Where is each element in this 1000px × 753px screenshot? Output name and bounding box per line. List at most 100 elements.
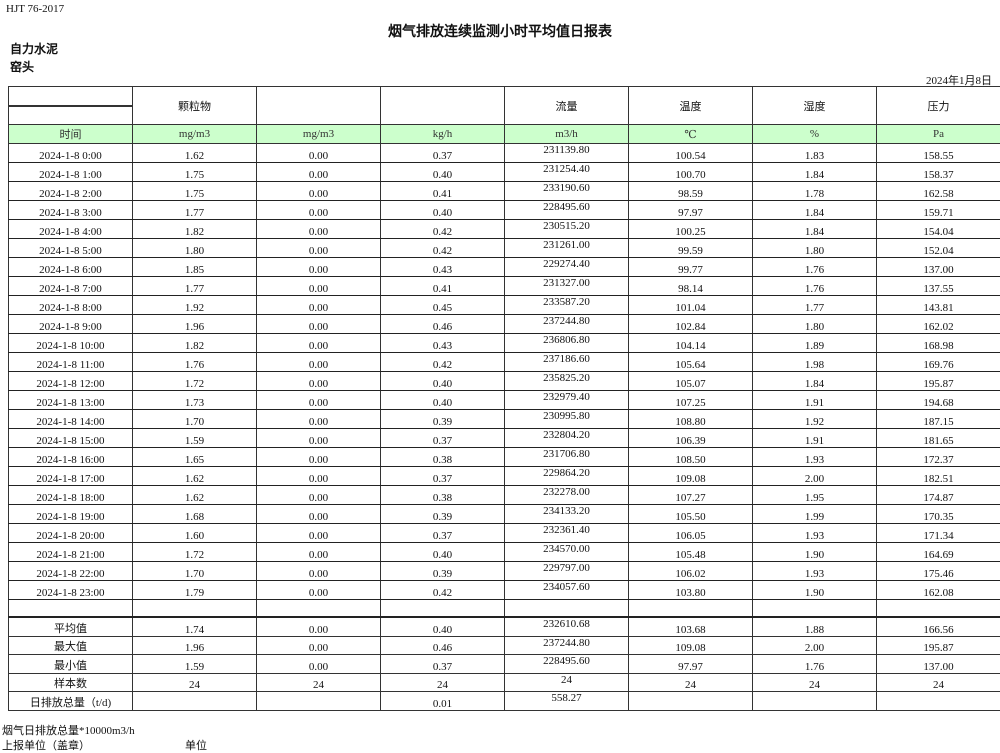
value-cell: 0.37 xyxy=(381,429,505,448)
value-cell: 228495.60 xyxy=(505,201,629,220)
value-cell: 182.51 xyxy=(877,467,1000,486)
value-cell: 1.62 xyxy=(133,467,257,486)
value-cell: 1.77 xyxy=(753,296,877,315)
value-cell: 105.64 xyxy=(629,353,753,372)
time-cell: 2024-1-8 16:00 xyxy=(9,448,133,467)
value-cell: 154.04 xyxy=(877,220,1000,239)
value-cell: 232979.40 xyxy=(505,391,629,410)
value-cell: 0.38 xyxy=(381,486,505,505)
column-header: 湿度 xyxy=(753,87,877,125)
value-cell: 108.50 xyxy=(629,448,753,467)
reporter-value: 单位 xyxy=(185,737,207,753)
value-cell: 1.80 xyxy=(753,239,877,258)
summary-value xyxy=(629,692,753,711)
empty-cell xyxy=(877,600,1000,618)
value-cell: 158.55 xyxy=(877,144,1000,163)
value-cell: 0.42 xyxy=(381,353,505,372)
value-cell: 1.62 xyxy=(133,486,257,505)
value-cell: 1.84 xyxy=(753,372,877,391)
value-cell: 0.00 xyxy=(257,486,381,505)
value-cell: 106.39 xyxy=(629,429,753,448)
value-cell: 0.40 xyxy=(381,372,505,391)
value-cell: 0.46 xyxy=(381,315,505,334)
value-cell: 0.00 xyxy=(257,372,381,391)
value-cell: 181.65 xyxy=(877,429,1000,448)
value-cell: 0.42 xyxy=(381,220,505,239)
value-cell: 0.00 xyxy=(257,562,381,581)
value-cell: 169.76 xyxy=(877,353,1000,372)
value-cell: 107.27 xyxy=(629,486,753,505)
summary-value: 1.76 xyxy=(753,655,877,674)
unit-cell: ℃ xyxy=(629,125,753,144)
value-cell: 0.00 xyxy=(257,277,381,296)
summary-value: 24 xyxy=(753,673,877,692)
value-cell: 1.90 xyxy=(753,543,877,562)
value-cell: 0.40 xyxy=(381,163,505,182)
value-cell: 1.99 xyxy=(753,505,877,524)
value-cell: 229864.20 xyxy=(505,467,629,486)
value-cell: 0.40 xyxy=(381,391,505,410)
value-cell: 175.46 xyxy=(877,562,1000,581)
value-cell: 102.84 xyxy=(629,315,753,334)
value-cell: 232361.40 xyxy=(505,524,629,543)
value-cell: 0.40 xyxy=(381,201,505,220)
blank-row xyxy=(9,600,1000,618)
summary-value: 24 xyxy=(257,673,381,692)
time-cell: 2024-1-8 9:00 xyxy=(9,315,133,334)
value-cell: 231327.00 xyxy=(505,277,629,296)
value-cell: 1.76 xyxy=(753,258,877,277)
empty-cell xyxy=(505,600,629,618)
value-cell: 231261.00 xyxy=(505,239,629,258)
column-header xyxy=(381,87,505,125)
column-header xyxy=(9,87,133,125)
value-cell: 195.87 xyxy=(877,372,1000,391)
time-cell: 2024-1-8 8:00 xyxy=(9,296,133,315)
summary-value: 228495.60 xyxy=(505,655,629,674)
value-cell: 1.76 xyxy=(753,277,877,296)
value-cell: 1.91 xyxy=(753,429,877,448)
value-cell: 1.77 xyxy=(133,277,257,296)
value-cell: 0.39 xyxy=(381,410,505,429)
value-cell: 106.05 xyxy=(629,524,753,543)
value-cell: 0.00 xyxy=(257,258,381,277)
value-cell: 100.54 xyxy=(629,144,753,163)
value-cell: 105.48 xyxy=(629,543,753,562)
value-cell: 1.91 xyxy=(753,391,877,410)
summary-value: 166.56 xyxy=(877,617,1000,636)
value-cell: 0.39 xyxy=(381,505,505,524)
value-cell: 162.58 xyxy=(877,182,1000,201)
value-cell: 237244.80 xyxy=(505,315,629,334)
summary-label: 样本数 xyxy=(9,673,133,692)
value-cell: 1.70 xyxy=(133,562,257,581)
value-cell: 162.08 xyxy=(877,581,1000,600)
value-cell: 1.62 xyxy=(133,144,257,163)
value-cell: 152.04 xyxy=(877,239,1000,258)
summary-value: 0.00 xyxy=(257,655,381,674)
value-cell: 0.37 xyxy=(381,524,505,543)
column-header: 压力 xyxy=(877,87,1000,125)
value-cell: 0.00 xyxy=(257,296,381,315)
time-cell: 2024-1-8 23:00 xyxy=(9,581,133,600)
value-cell: 107.25 xyxy=(629,391,753,410)
summary-value: 1.59 xyxy=(133,655,257,674)
value-cell: 1.68 xyxy=(133,505,257,524)
value-cell: 1.83 xyxy=(753,144,877,163)
company-name: 自力水泥 xyxy=(10,40,58,57)
value-cell: 1.80 xyxy=(133,239,257,258)
value-cell: 236806.80 xyxy=(505,334,629,353)
value-cell: 0.00 xyxy=(257,467,381,486)
value-cell: 0.00 xyxy=(257,315,381,334)
value-cell: 0.00 xyxy=(257,543,381,562)
value-cell: 109.08 xyxy=(629,467,753,486)
value-cell: 99.59 xyxy=(629,239,753,258)
unit-cell: m3/h xyxy=(505,125,629,144)
time-cell: 2024-1-8 5:00 xyxy=(9,239,133,258)
value-cell: 194.68 xyxy=(877,391,1000,410)
